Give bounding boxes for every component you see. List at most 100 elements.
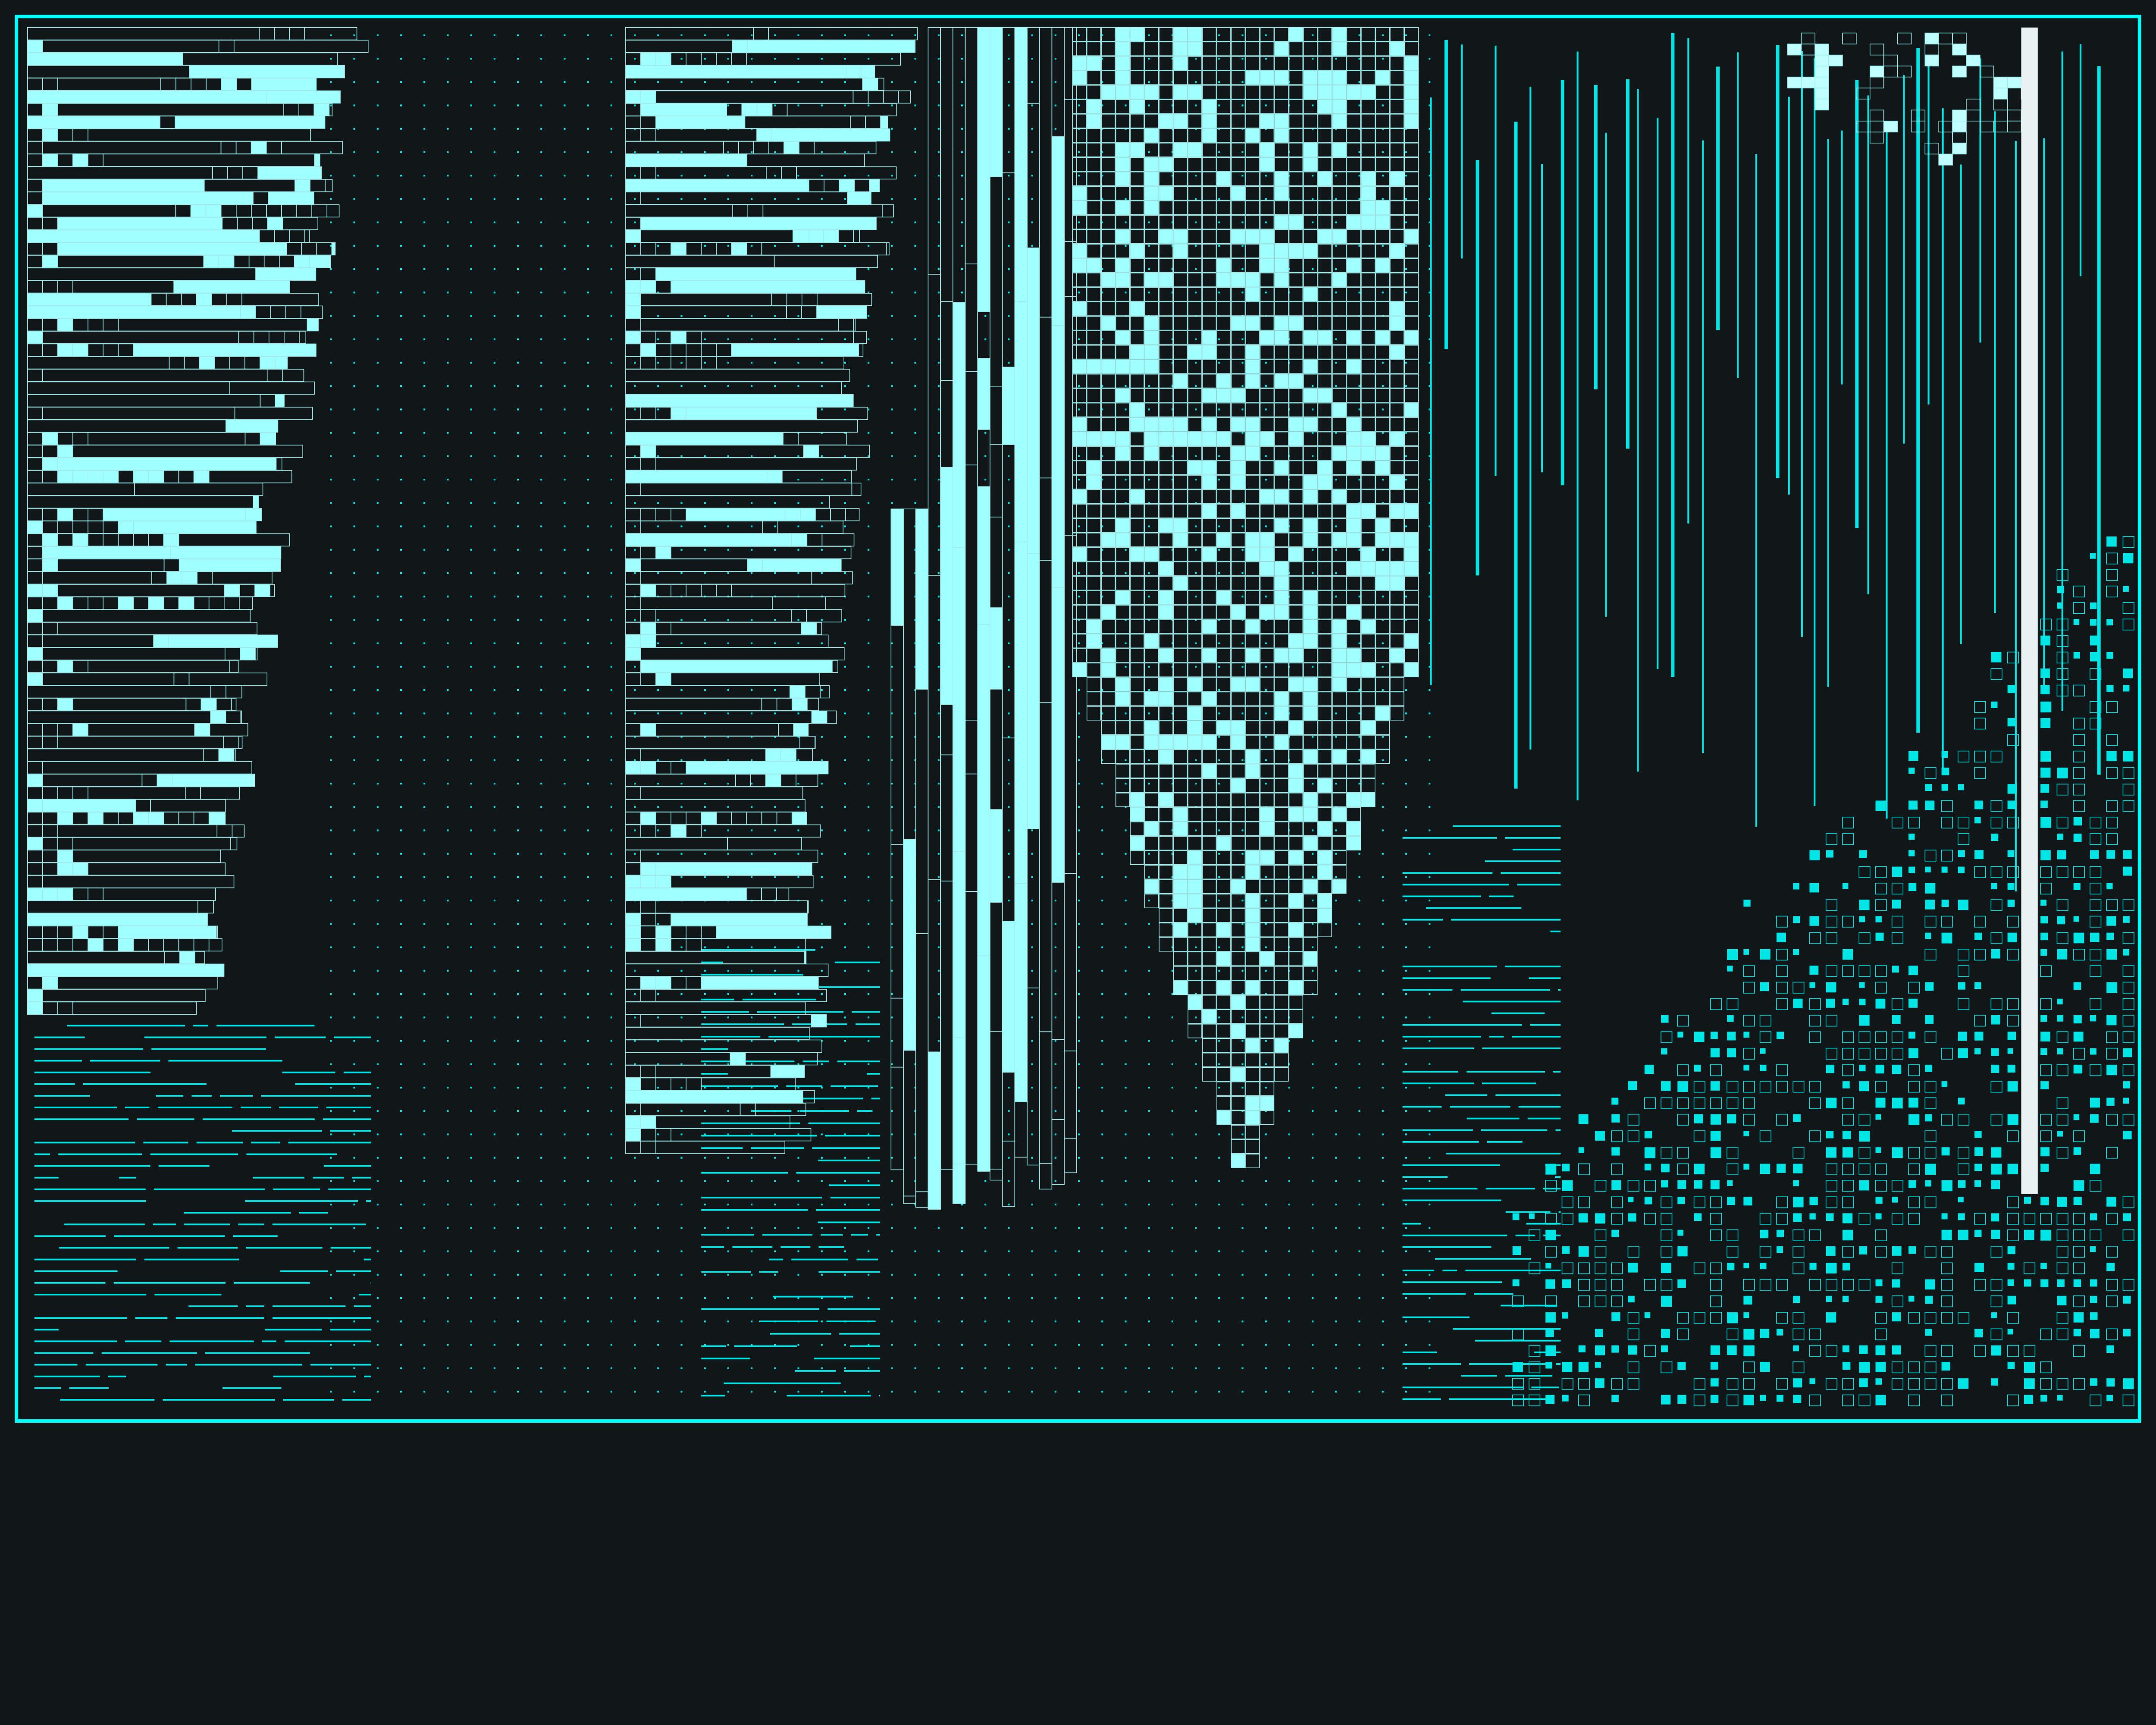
- dot: [493, 549, 495, 551]
- dot: [727, 1344, 730, 1346]
- dot: [1241, 57, 1244, 60]
- dot: [1358, 782, 1360, 785]
- dot: [891, 1344, 893, 1346]
- dot: [821, 782, 823, 785]
- dot: [891, 900, 893, 902]
- dash: [34, 1235, 106, 1237]
- dot: [493, 572, 495, 574]
- dot: [1054, 1086, 1056, 1089]
- dot: [330, 1063, 332, 1065]
- grid-cell: [1260, 258, 1275, 273]
- grid-cell: [1260, 1110, 1275, 1125]
- dot: [330, 946, 332, 948]
- dot: [774, 876, 776, 878]
- grid-cell: [1245, 1023, 1260, 1038]
- grid-cell: [1101, 720, 1116, 735]
- dot: [891, 993, 893, 995]
- bar-cell: [804, 951, 807, 964]
- dot: [797, 1297, 799, 1299]
- dash: [288, 1142, 371, 1144]
- grid-cell: [1188, 561, 1202, 576]
- dot: [1429, 923, 1431, 925]
- dot: [634, 57, 636, 60]
- dot: [1335, 1204, 1337, 1206]
- grid-cell: [1202, 258, 1217, 273]
- grid-cell: [1245, 706, 1260, 721]
- dot: [376, 1157, 379, 1159]
- dot: [610, 596, 612, 598]
- bar-cell: [655, 546, 671, 559]
- dot: [727, 853, 730, 855]
- dot: [1125, 1110, 1127, 1112]
- dot: [1054, 1063, 1056, 1065]
- dash: [1402, 919, 1443, 921]
- grid-cell: [1173, 764, 1188, 778]
- dot: [1101, 1040, 1103, 1042]
- dot: [914, 292, 916, 294]
- dot: [540, 34, 542, 36]
- dot: [540, 665, 542, 668]
- dot: [493, 104, 495, 107]
- dash: [701, 974, 803, 976]
- bar-cell: [625, 293, 641, 306]
- dot: [821, 829, 823, 831]
- vertical-bar: [1027, 248, 1040, 554]
- dot: [1241, 385, 1244, 387]
- dot: [564, 689, 566, 691]
- dot: [1101, 1110, 1103, 1112]
- grid-cell: [1188, 460, 1202, 475]
- dot: [330, 175, 332, 177]
- bar-cell: [802, 1090, 815, 1104]
- grid-cell: [1159, 417, 1173, 432]
- dot: [1171, 1273, 1173, 1276]
- grid-cell: [1188, 648, 1202, 663]
- dot: [961, 1204, 963, 1206]
- dot: [1171, 1344, 1173, 1346]
- dot: [937, 993, 940, 995]
- dot: [1382, 993, 1384, 995]
- dot: [868, 806, 870, 808]
- dot: [891, 338, 893, 340]
- dot: [564, 198, 566, 200]
- grid-cell: [1159, 908, 1173, 923]
- dot: [376, 315, 379, 317]
- bar-cell: [172, 774, 255, 787]
- bar-cell: [27, 293, 152, 306]
- dot: [727, 1390, 730, 1393]
- grid-cell: [1231, 1096, 1246, 1110]
- dot: [1335, 292, 1337, 294]
- dot: [797, 1040, 799, 1042]
- dash: [1452, 825, 1561, 827]
- dot: [540, 338, 542, 340]
- bar-cell: [307, 318, 319, 332]
- bar-cell: [254, 584, 270, 597]
- dot: [376, 829, 379, 831]
- grid-cell: [1130, 533, 1144, 547]
- grid-cell: [1245, 937, 1260, 952]
- dot: [1148, 1297, 1150, 1299]
- grid-cell: [1144, 605, 1159, 620]
- dot: [797, 642, 799, 644]
- dash: [1402, 977, 1491, 979]
- grid-cell: [1101, 417, 1116, 432]
- dash: [191, 1095, 212, 1097]
- dot: [1008, 1390, 1010, 1393]
- dot: [517, 665, 519, 668]
- grid-cell: [1072, 128, 1087, 143]
- dot: [517, 876, 519, 878]
- bar-cell: [27, 888, 43, 901]
- bar-cell: [182, 571, 197, 585]
- dot: [493, 1297, 495, 1299]
- dot: [1195, 1297, 1197, 1299]
- grid-cell: [1274, 273, 1289, 287]
- dot: [330, 34, 332, 36]
- dot: [914, 1320, 916, 1323]
- dot: [1265, 1204, 1267, 1206]
- dot: [1312, 1273, 1314, 1276]
- bar-cell: [625, 179, 809, 192]
- bar-cell: [826, 710, 837, 724]
- dot: [1101, 923, 1103, 925]
- dot: [1265, 525, 1267, 527]
- dot: [517, 245, 519, 247]
- dot: [1382, 782, 1384, 785]
